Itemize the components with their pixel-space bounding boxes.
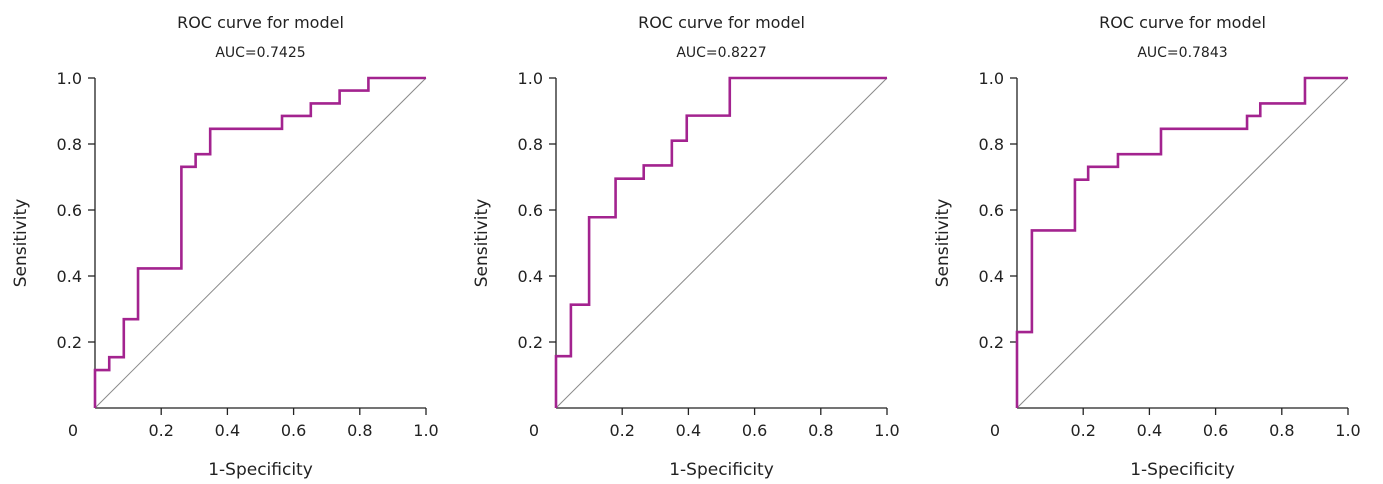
roc-chart-2: ROC curve for model AUC=0.8227 0 0.2 0.4 0.6 0… [461, 0, 922, 484]
y-tick-label: 0.4 [979, 267, 1004, 286]
x-tick-label: 0.4 [676, 421, 701, 440]
reference-diagonal-line [94, 77, 427, 409]
y-tick-label: 0.6 [979, 201, 1004, 220]
roc-curve-line [93, 76, 426, 408]
y-tick-label: 0.8 [518, 135, 543, 154]
x-tick-label: 0.8 [808, 421, 833, 440]
y-tick-label: 0.8 [979, 135, 1004, 154]
y-tick-label: 1.0 [57, 69, 82, 88]
x-tick-label: 0.2 [148, 421, 173, 440]
roc-chart-1: ROC curve for model AUC=0.7425 0 0.2 0.4 0.6 0… [0, 0, 461, 484]
x-tick-label: 1.0 [1335, 421, 1360, 440]
roc-chart-3: ROC curve for model AUC=0.7843 0 0.2 0.4 0.6 0… [922, 0, 1383, 484]
x-tick-label: 0.8 [1269, 421, 1294, 440]
x-tick-label: 0.2 [1070, 421, 1095, 440]
x-tick-label: 0.6 [742, 421, 767, 440]
x-tick-label: 0.6 [281, 421, 306, 440]
y-tick-label: 0.4 [57, 267, 82, 286]
x-tick-label: 0.4 [1137, 421, 1162, 440]
y-axis-label: Sensitivity [11, 199, 31, 288]
roc-chart-3-svg: ROC curve for model AUC=0.7843 0 0.2 0.4 0.6 0… [933, 13, 1361, 480]
chart-subtitle: AUC=0.7843 [1137, 45, 1227, 61]
y-tick-label: 0.6 [57, 201, 82, 220]
chart-title: ROC curve for model [638, 13, 805, 32]
y-tick-label: 1.0 [979, 69, 1004, 88]
reference-diagonal-line [555, 77, 888, 409]
chart-title: ROC curve for model [177, 13, 344, 32]
y-axis-label: Sensitivity [933, 199, 953, 288]
chart-subtitle: AUC=0.7425 [215, 45, 305, 61]
x-tick-label: 0.8 [347, 421, 372, 440]
y-tick-label: 0.2 [518, 333, 543, 352]
x-tick-label: 0.2 [609, 421, 634, 440]
y-tick-label: 0.8 [57, 135, 82, 154]
x-tick-label: 0 [68, 421, 78, 440]
x-axis-label: 1-Specificity [1130, 460, 1235, 480]
x-axis-label: 1-Specificity [669, 460, 774, 480]
chart-subtitle: AUC=0.8227 [676, 45, 766, 61]
y-tick-label: 0.2 [57, 333, 82, 352]
x-tick-label: 1.0 [413, 421, 438, 440]
roc-curve-line [1015, 76, 1348, 408]
x-tick-label: 1.0 [874, 421, 899, 440]
x-axis-label: 1-Specificity [208, 460, 313, 480]
y-tick-label: 0.2 [979, 333, 1004, 352]
x-tick-label: 0.4 [215, 421, 240, 440]
x-tick-label: 0 [990, 421, 1000, 440]
roc-curve-line [554, 76, 887, 408]
chart-title: ROC curve for model [1099, 13, 1266, 32]
x-tick-label: 0.6 [1203, 421, 1228, 440]
y-tick-label: 0.4 [518, 267, 543, 286]
y-axis-label: Sensitivity [472, 199, 492, 288]
y-tick-label: 1.0 [518, 69, 543, 88]
roc-chart-2-svg: ROC curve for model AUC=0.8227 0 0.2 0.4 0.6 0… [472, 13, 900, 480]
reference-diagonal-line [1016, 77, 1349, 409]
roc-chart-1-svg: ROC curve for model AUC=0.7425 0 0.2 0.4 0.6 0… [11, 13, 439, 480]
y-tick-label: 0.6 [518, 201, 543, 220]
x-tick-label: 0 [529, 421, 539, 440]
